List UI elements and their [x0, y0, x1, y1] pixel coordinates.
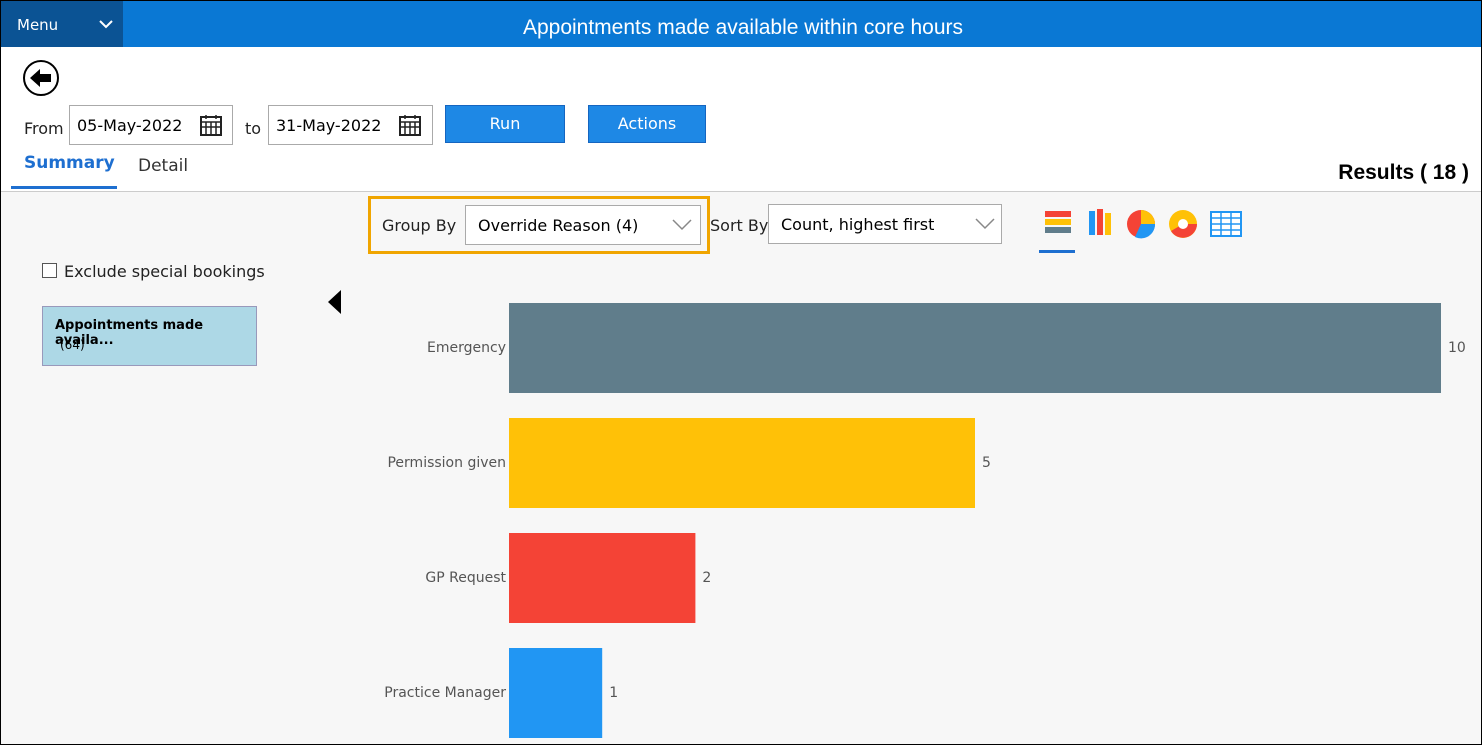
page-title: Appointments made available within core … [522, 16, 964, 39]
bar-chart-icon[interactable] [1039, 211, 1075, 253]
menu-button[interactable]: Menu [1, 1, 123, 47]
bar [509, 648, 603, 738]
toolbar: From 05-May-2022 to 31-May-2022 Run Acti… [1, 47, 1481, 192]
value-label: 10 [1448, 340, 1466, 356]
group-by-label: Group By [382, 216, 457, 235]
sort-by-value: Count, highest first [781, 215, 935, 234]
tile-title: Appointments made availa... [55, 318, 204, 348]
calendar-icon[interactable] [200, 114, 222, 136]
dropdown-chevron [672, 219, 692, 231]
category-label: GP Request [425, 570, 506, 586]
to-date: 31-May-2022 [276, 116, 382, 135]
value-label: 2 [702, 570, 711, 586]
collapse-arrow[interactable] [327, 289, 343, 315]
group-by-select[interactable]: Override Reason (4) [465, 205, 701, 245]
value-label: 5 [982, 455, 991, 471]
bar [509, 418, 975, 508]
detail-tab[interactable]: Detail [138, 156, 189, 176]
chart-type-icons [1039, 209, 1242, 253]
header-bar [1, 1, 1481, 47]
summary-tile[interactable]: Appointments made availa... (64) [42, 306, 257, 366]
menu-label: Menu [17, 16, 59, 34]
pie-chart-icon[interactable] [1127, 210, 1156, 239]
calendar-icon[interactable] [399, 114, 421, 136]
results-count: Results ( 18 ) [1338, 161, 1469, 184]
exclude-label: Exclude special bookings [64, 262, 265, 281]
group-by-value: Override Reason (4) [478, 216, 639, 235]
column-chart-icon[interactable] [1089, 209, 1111, 235]
category-label: Permission given [387, 455, 506, 471]
category-label: Emergency [427, 340, 506, 356]
chart: Emergency 10 Permission given 5 GP Request 2 P… [384, 303, 1466, 738]
value-label: 1 [609, 685, 618, 701]
table-icon[interactable] [1210, 211, 1242, 237]
from-date: 05-May-2022 [77, 116, 183, 135]
category-label: Practice Manager [384, 685, 506, 701]
actions-button[interactable]: Actions [588, 105, 706, 143]
from-label: From [24, 119, 64, 138]
bar [509, 533, 696, 623]
menu-chevron [99, 20, 113, 29]
exclude-checkbox[interactable] [42, 263, 57, 278]
group-by-highlight: Group By Override Reason (4) [368, 196, 710, 254]
to-date-input[interactable]: 31-May-2022 [268, 105, 433, 145]
from-date-input[interactable]: 05-May-2022 [69, 105, 233, 145]
bar [509, 303, 1441, 393]
to-label: to [245, 119, 262, 138]
donut-chart-icon[interactable] [1169, 210, 1197, 238]
dropdown-chevron [975, 218, 995, 230]
summary-tab[interactable]: Summary [24, 153, 115, 173]
run-button[interactable]: Run [445, 105, 565, 143]
sort-by-label: Sort By [710, 216, 769, 235]
sort-by-select[interactable]: Count, highest first [768, 204, 1002, 244]
active-tab-indicator [11, 186, 117, 189]
back-button[interactable] [22, 59, 60, 97]
tile-count: (64) [60, 338, 85, 352]
